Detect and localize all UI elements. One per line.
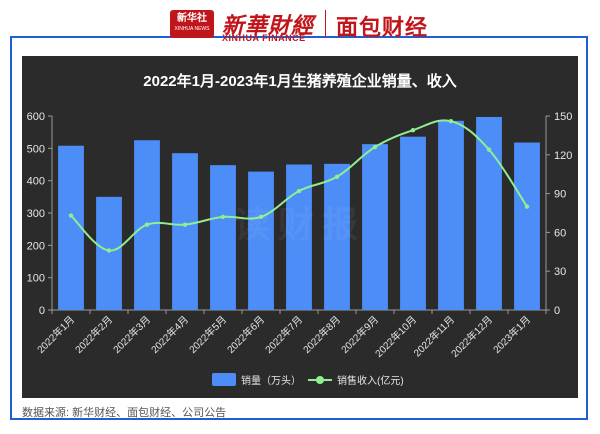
legend-bar-swatch <box>212 373 236 386</box>
bar-2022年1月 <box>58 145 84 310</box>
y-left-tick-label: 500 <box>27 143 45 155</box>
bar-2022年5月 <box>210 165 236 310</box>
revenue-point-2022年5月 <box>220 214 226 220</box>
legend-line-marker <box>316 376 324 384</box>
logo-divider <box>325 10 326 38</box>
revenue-point-2022年4月 <box>182 222 188 227</box>
bar-2022年11月 <box>438 120 464 310</box>
x-tick-label: 2022年6月 <box>224 313 267 356</box>
mianbao-logo: 面包财经 <box>336 15 429 40</box>
xinhua-finance-brand: 新華財經 <box>222 13 315 39</box>
x-tick-label: 2022年1月 <box>34 313 77 356</box>
legend-line-label: 销售收入(亿元) <box>337 374 404 387</box>
bar-2022年6月 <box>248 171 274 310</box>
revenue-point-2023年1月 <box>524 204 530 209</box>
revenue-point-2022年9月 <box>372 144 378 150</box>
xinhua-logo: 新华社 XINHUA NEWS <box>170 10 214 38</box>
revenue-point-2022年6月 <box>258 214 264 220</box>
x-tick-label: 2022年3月 <box>110 313 153 356</box>
x-tick-label: 2022年12月 <box>448 313 495 360</box>
revenue-point-2022年8月 <box>334 174 340 179</box>
revenue-point-2022年10月 <box>410 128 416 133</box>
source-note: 数据来源: 新华财经、面包财经、公司公告 <box>22 407 227 419</box>
header: 新华社 XINHUA NEWS 新華財經 XINHUA FINANCE 面包财经 <box>0 0 600 44</box>
watermark: 读财报 <box>233 204 366 245</box>
y-left-tick-label: 300 <box>27 208 45 220</box>
y-left-tick-label: 200 <box>27 240 45 252</box>
revenue-point-2022年2月 <box>106 248 112 253</box>
revenue-point-2022年1月 <box>68 213 74 218</box>
y-right-tick-label: 0 <box>554 305 560 317</box>
revenue-point-2022年11月 <box>448 118 454 124</box>
bar-2022年10月 <box>400 136 426 310</box>
x-tick-label: 2022年4月 <box>148 313 191 356</box>
y-left-tick-label: 100 <box>27 273 45 285</box>
y-right-tick-label: 30 <box>554 266 566 278</box>
revenue-point-2022年3月 <box>144 222 150 227</box>
y-right-tick-label: 90 <box>554 189 566 201</box>
bar-2022年4月 <box>172 153 198 310</box>
x-tick-label: 2022年7月 <box>262 313 305 356</box>
x-tick-label: 2022年8月 <box>300 313 343 356</box>
bar-2022年7月 <box>286 164 312 310</box>
x-tick-label: 2022年5月 <box>186 313 229 356</box>
x-tick-label: 2022年2月 <box>72 313 115 356</box>
bar-2022年9月 <box>362 144 388 310</box>
chart-panel: 2022年1月-2023年1月生猪养殖企业销量、收入 0 100 200 300 400… <box>22 56 578 398</box>
chart-frame <box>10 36 588 420</box>
legend-bar-label: 销量（万头） <box>241 374 301 387</box>
x-tick-label: 2022年9月 <box>338 313 381 356</box>
bar-2022年8月 <box>324 163 350 310</box>
y-left-tick-label: 400 <box>27 176 45 188</box>
y-right-tick-label: 120 <box>554 150 572 162</box>
bar-2023年1月 <box>514 142 540 310</box>
xinhua-finance-subtitle: XINHUA FINANCE <box>222 33 306 43</box>
y-right-tick-label: 150 <box>554 111 572 123</box>
revenue-point-2022年7月 <box>296 188 302 194</box>
y-left-tick-label: 600 <box>27 111 45 123</box>
chart-title: 2022年1月-2023年1月生猪养殖企业销量、收入 <box>143 73 457 90</box>
revenue-point-2022年12月 <box>486 147 492 152</box>
y-right-tick-label: 60 <box>554 227 566 239</box>
x-tick-label: 2023年1月 <box>490 313 533 356</box>
y-left-tick-label: 0 <box>39 305 45 317</box>
bar-2022年2月 <box>96 196 122 310</box>
chart-svg: 010020030040050060003060901201502022年1月2… <box>27 111 573 387</box>
